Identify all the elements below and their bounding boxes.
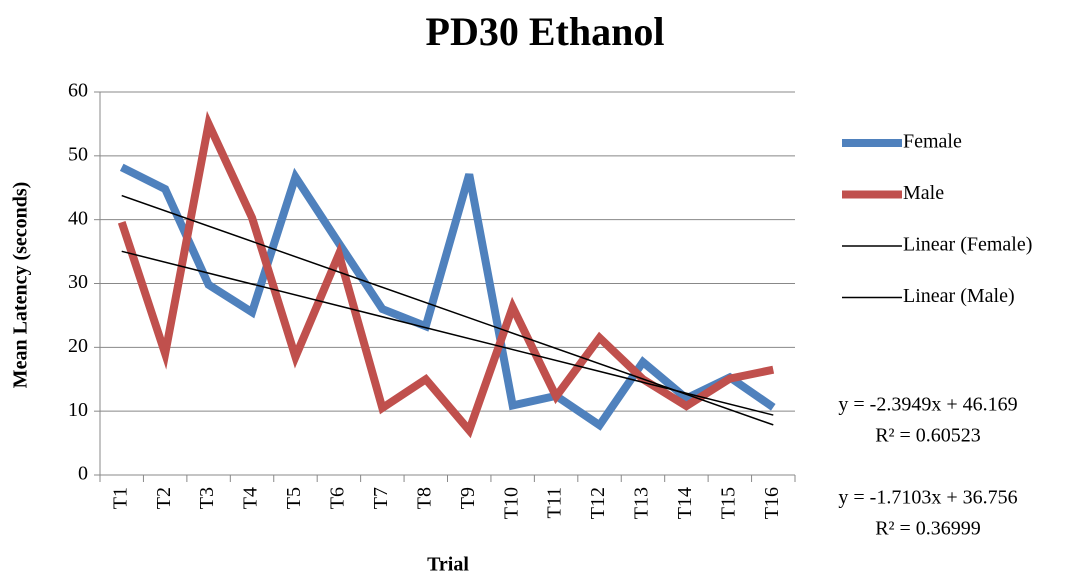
x-tick-label: T12 bbox=[587, 487, 609, 519]
x-tick-label: T5 bbox=[283, 487, 305, 509]
y-tick-label: 10 bbox=[68, 399, 88, 421]
data-line bbox=[119, 163, 776, 431]
trend-r2: R² = 0.60523 bbox=[875, 425, 981, 447]
legend-label: Female bbox=[903, 131, 962, 153]
legend-label: Linear (Female) bbox=[903, 234, 1032, 256]
x-tick-label: T8 bbox=[413, 487, 435, 509]
chart-title: PD30 Ethanol bbox=[426, 9, 665, 54]
trend-line bbox=[121, 250, 774, 416]
x-tick-label: T3 bbox=[196, 487, 218, 509]
trend-r2: R² = 0.36999 bbox=[875, 518, 981, 540]
trend-line bbox=[121, 194, 774, 426]
x-tick-label: T2 bbox=[153, 487, 175, 509]
y-axis-label: Mean Latency (seconds) bbox=[10, 182, 32, 389]
x-tick-label: T11 bbox=[544, 487, 566, 518]
legend-label: Linear (Male) bbox=[903, 285, 1015, 307]
legend-label: Male bbox=[903, 182, 944, 204]
trend-equation: y = -1.7103x + 36.756 bbox=[838, 487, 1017, 509]
y-tick-label: 60 bbox=[68, 80, 88, 102]
x-axis-label: Trial bbox=[427, 554, 469, 576]
x-tick-label: T15 bbox=[717, 487, 739, 519]
y-tick-label: 50 bbox=[68, 143, 88, 165]
y-tick-label: 20 bbox=[68, 335, 88, 357]
data-line bbox=[117, 110, 775, 439]
x-tick-label: T4 bbox=[240, 487, 262, 509]
y-tick-label: 0 bbox=[78, 463, 88, 485]
x-tick-label: T9 bbox=[457, 487, 479, 509]
x-tick-label: T6 bbox=[327, 487, 349, 509]
x-tick-label: T7 bbox=[370, 487, 392, 509]
trend-equation: y = -2.3949x + 46.169 bbox=[838, 394, 1017, 416]
x-tick-label: T13 bbox=[631, 487, 653, 519]
x-tick-label: T10 bbox=[500, 487, 522, 519]
y-tick-label: 30 bbox=[68, 271, 88, 293]
x-tick-label: T14 bbox=[674, 487, 696, 519]
y-tick-label: 40 bbox=[68, 207, 88, 229]
x-tick-label: T1 bbox=[109, 487, 131, 509]
x-tick-label: T16 bbox=[761, 487, 783, 519]
